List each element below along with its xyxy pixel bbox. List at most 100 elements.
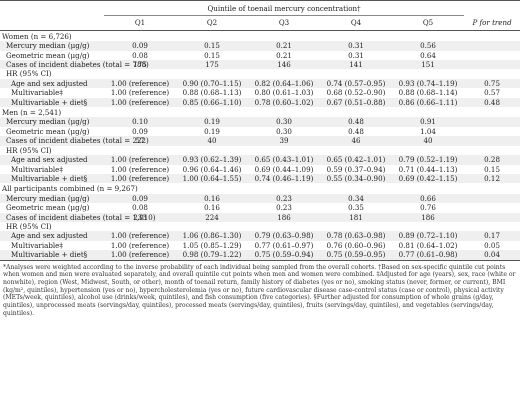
cell: 1.00 (reference) [104,97,176,108]
cell: 0.10 [104,117,176,127]
cell: 151 [392,60,465,70]
cell: 0.93 (0.62–1.39) [176,155,248,165]
cell: 0.30 [248,117,320,127]
header-q4: Q4 [320,15,392,31]
cell: 0.56 [392,41,465,51]
cell [464,193,520,204]
cell: 0.76 (0.60–0.96) [326,240,386,250]
hr-row: Age and sex adjusted 1.00 (reference) 1.… [0,231,520,241]
cell [464,203,520,212]
cell: 0.82 (0.64–1.06) [248,78,320,89]
cell: 0.09 [104,41,176,51]
cell: 0.21 [276,50,292,60]
cell: 0.48 [348,126,364,136]
cell [464,41,520,51]
group-title-row: All participants combined (n = 9,267) [0,183,520,193]
median-row: Mercury median (μg/g) 0.09 0.16 0.23 0.3… [0,193,520,204]
header-blank-right [464,0,520,16]
cell: 1.00 (reference) [110,240,170,250]
cell: 0.65 (0.43–1.01) [248,155,320,165]
column-spanner: Quintile of toenail mercury concentratio… [104,0,465,17]
cell [464,117,520,127]
row-label: Multivariable + diet§ [0,97,104,108]
cell [464,60,520,70]
p-trend-cell: 0.48 [464,97,520,108]
hr-row: Multivariable‡ 1.00 (reference) 0.96 (0.… [0,165,520,174]
cell: 0.30 [276,126,292,136]
cell [464,127,520,136]
cell: 0.80 (0.61–1.03) [254,88,314,98]
row-label: Age and sex adjusted [0,155,104,165]
cell: 0.59 (0.37–0.94) [326,164,386,174]
p-trend-cell: 0.57 [484,88,500,98]
row-label: Geometric mean (μg/g) [6,203,90,213]
cell: 175 [104,60,176,70]
cell: 0.09 [132,126,148,136]
cell: 0.15 [204,50,220,60]
hr-row: Multivariable‡ 1.00 (reference) 0.88 (0.… [0,88,520,97]
group-title: Men (n = 2,541) [2,108,62,118]
row-label: Cases of incident diabetes (total = 788) [0,60,149,70]
p-trend-cell: 0.28 [464,155,520,165]
cell: 40 [392,136,465,146]
cell: 146 [248,60,320,70]
cell: 0.78 (0.60–1.02) [248,97,320,108]
cell: 1.00 (reference) [104,250,176,260]
cell: 1.06 (0.86–1.30) [176,231,248,241]
cell: 0.79 (0.63–0.98) [248,231,320,241]
cell: 0.09 [104,193,176,204]
cell: 0.15 [176,41,248,51]
header-q3: Q3 [248,15,320,31]
cell: 0.75 (0.59–0.95) [320,250,392,260]
row-label: Multivariable‡ [11,164,63,174]
geometric-mean-row: Geometric mean (μg/g) 0.08 0.15 0.21 0.3… [0,51,520,60]
cell: 0.69 (0.44–1.09) [254,164,314,174]
cell: 0.16 [204,203,220,213]
cell: 0.08 [132,203,148,213]
hr-row: Multivariable + diet§ 1.00 (reference) 0… [0,97,520,108]
cell [464,212,520,222]
row-label: Multivariable‡ [11,240,63,250]
cell: 186 [248,212,320,222]
cell: 0.85 (0.66–1.10) [176,97,248,108]
hr-row: Multivariable‡ 1.00 (reference) 1.05 (0.… [0,241,520,250]
p-trend-cell: 0.15 [484,164,500,174]
cell: 0.96 (0.64–1.46) [182,164,242,174]
cell: 0.71 (0.44–1.13) [398,164,458,174]
cell: 57 [104,136,176,146]
hr-row: Multivariable + diet§ 1.00 (reference) 0… [0,250,520,260]
cell: 0.64 [420,50,436,60]
row-label: Geometric mean (μg/g) [6,126,90,136]
p-trend-cell: 0.17 [464,231,520,241]
cell: 0.16 [176,193,248,204]
cell: 0.67 (0.51–0.88) [320,97,392,108]
cell: 0.19 [176,117,248,127]
cell: 1.00 (reference) [110,88,170,98]
hr-row: Age and sex adjusted 1.00 (reference) 0.… [0,78,520,89]
cell: 0.31 [320,41,392,51]
p-trend-cell: 0.04 [464,250,520,260]
row-label: Age and sex adjusted [0,231,104,241]
row-label: Multivariable + diet§ [0,173,104,184]
row-label: Mercury median (μg/g) [0,193,104,204]
cell: 40 [176,136,248,146]
table-footnote: *Analyses were weighted according to the… [0,259,520,318]
cell: 0.23 [276,203,292,213]
cell: 1.04 [420,126,436,136]
cell: 0.19 [204,126,220,136]
row-label: HR (95% CI) [6,145,52,155]
cell: 0.48 [320,117,392,127]
cell: 0.78 (0.63–0.98) [320,231,392,241]
header-label-blank [0,15,104,31]
cell: 0.66 [392,193,465,204]
cell: 1.00 (0.64–1.55) [176,173,248,184]
cell: 0.74 (0.46–1.19) [248,173,320,184]
group-title: Women (n = 6,726) [2,31,72,41]
row-label: Mercury median (μg/g) [0,41,104,51]
cell: 0.77 (0.61–0.98) [392,250,465,260]
table-header-spanner-row: Quintile of toenail mercury concentratio… [0,0,520,17]
hr-row: Age and sex adjusted 1.00 (reference) 0.… [0,155,520,165]
cell: 0.91 [392,117,465,127]
cell: 0.65 (0.42–1.01) [320,155,392,165]
